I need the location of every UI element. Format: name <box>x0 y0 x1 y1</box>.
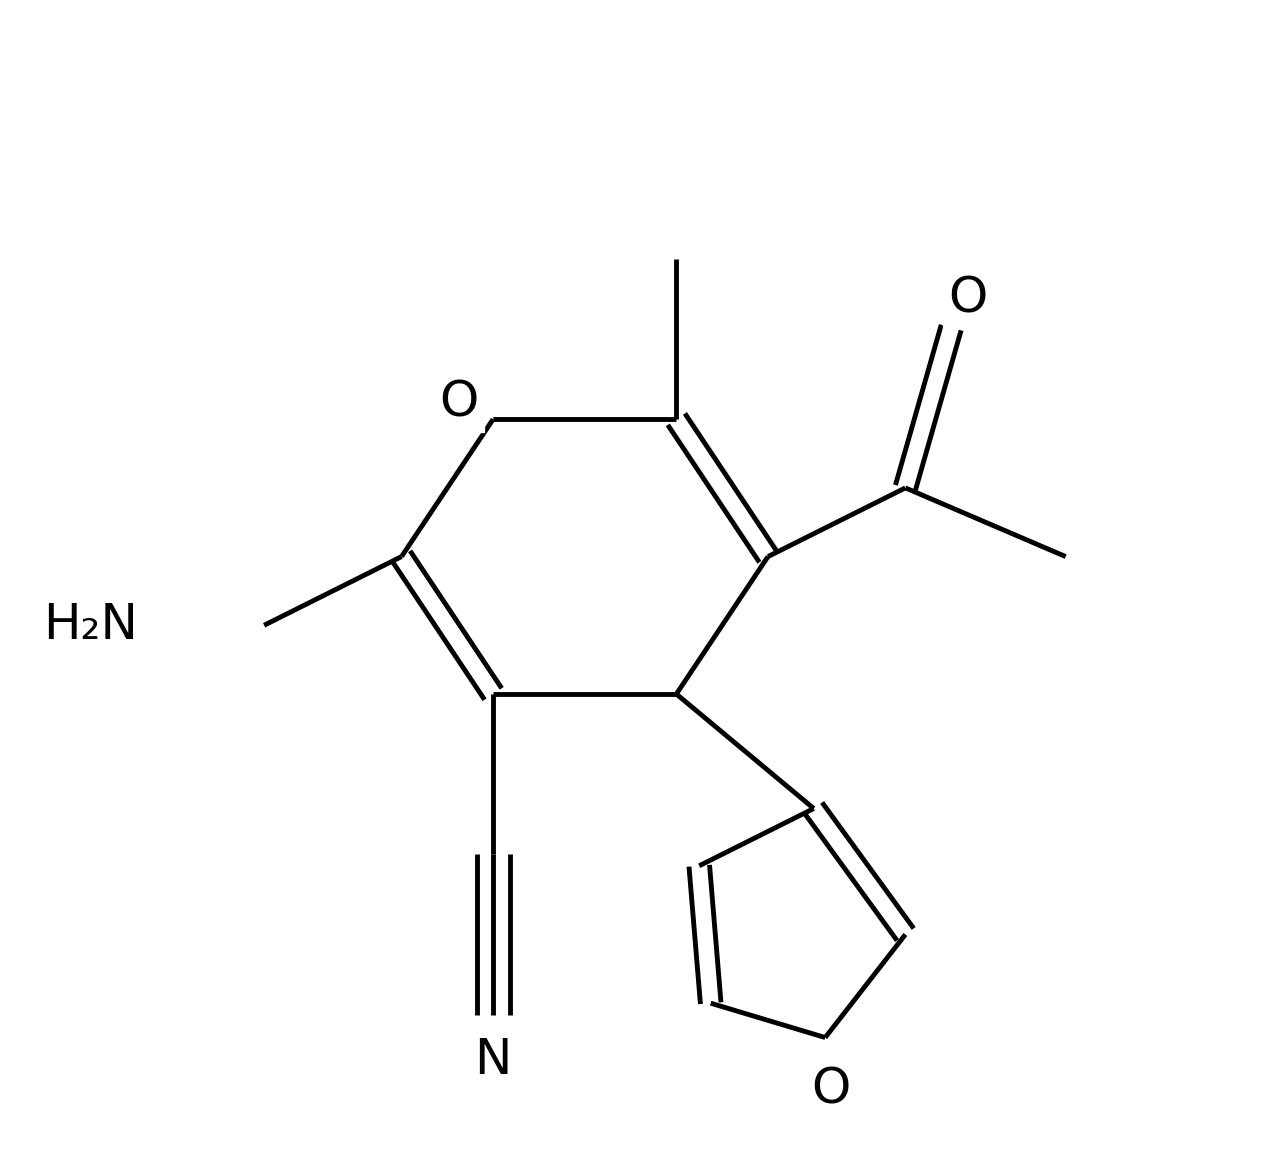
Text: N: N <box>475 1036 512 1085</box>
Text: O: O <box>949 275 987 323</box>
Text: O: O <box>811 1065 850 1113</box>
Text: O: O <box>439 378 479 427</box>
Text: H₂N: H₂N <box>44 602 139 649</box>
